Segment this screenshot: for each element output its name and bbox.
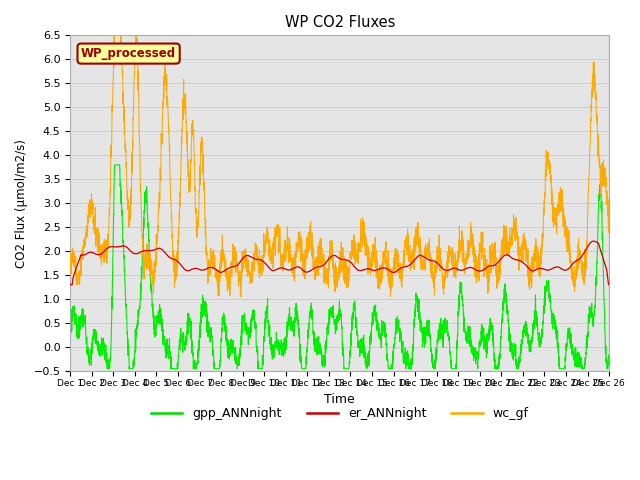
Title: WP CO2 Fluxes: WP CO2 Fluxes <box>285 15 395 30</box>
gpp_ANNnight <box>67 330 74 336</box>
gpp_ANNnight <box>273 339 281 345</box>
er_ANNnight <box>589 238 597 244</box>
gpp_ANNnight <box>605 360 613 366</box>
Line: gpp_ANNnight: gpp_ANNnight <box>70 165 609 369</box>
gpp_ANNnight <box>111 162 118 168</box>
wc_gf <box>67 259 74 265</box>
er_ANNnight <box>296 265 304 271</box>
wc_gf <box>537 245 545 251</box>
gpp_ANNnight <box>537 338 545 344</box>
gpp_ANNnight <box>297 357 305 363</box>
X-axis label: Time: Time <box>324 393 355 406</box>
Line: er_ANNnight: er_ANNnight <box>70 241 609 285</box>
wc_gf <box>595 157 603 163</box>
wc_gf <box>297 259 305 264</box>
er_ANNnight <box>273 266 281 272</box>
wc_gf <box>128 165 136 171</box>
er_ANNnight <box>595 241 602 247</box>
er_ANNnight <box>605 282 613 288</box>
gpp_ANNnight <box>128 366 136 372</box>
Text: WP_processed: WP_processed <box>81 47 176 60</box>
Line: wc_gf: wc_gf <box>70 21 609 297</box>
gpp_ANNnight <box>160 334 168 339</box>
er_ANNnight <box>67 282 74 288</box>
wc_gf <box>237 294 244 300</box>
Y-axis label: CO2 Flux (μmol/m2/s): CO2 Flux (μmol/m2/s) <box>15 139 28 268</box>
er_ANNnight <box>160 249 168 254</box>
wc_gf <box>111 18 118 24</box>
wc_gf <box>605 228 613 234</box>
gpp_ANNnight <box>104 366 111 372</box>
Legend: gpp_ANNnight, er_ANNnight, wc_gf: gpp_ANNnight, er_ANNnight, wc_gf <box>146 402 534 425</box>
wc_gf <box>273 228 281 233</box>
gpp_ANNnight <box>595 192 603 198</box>
er_ANNnight <box>537 265 545 271</box>
wc_gf <box>160 93 168 98</box>
er_ANNnight <box>128 249 136 255</box>
